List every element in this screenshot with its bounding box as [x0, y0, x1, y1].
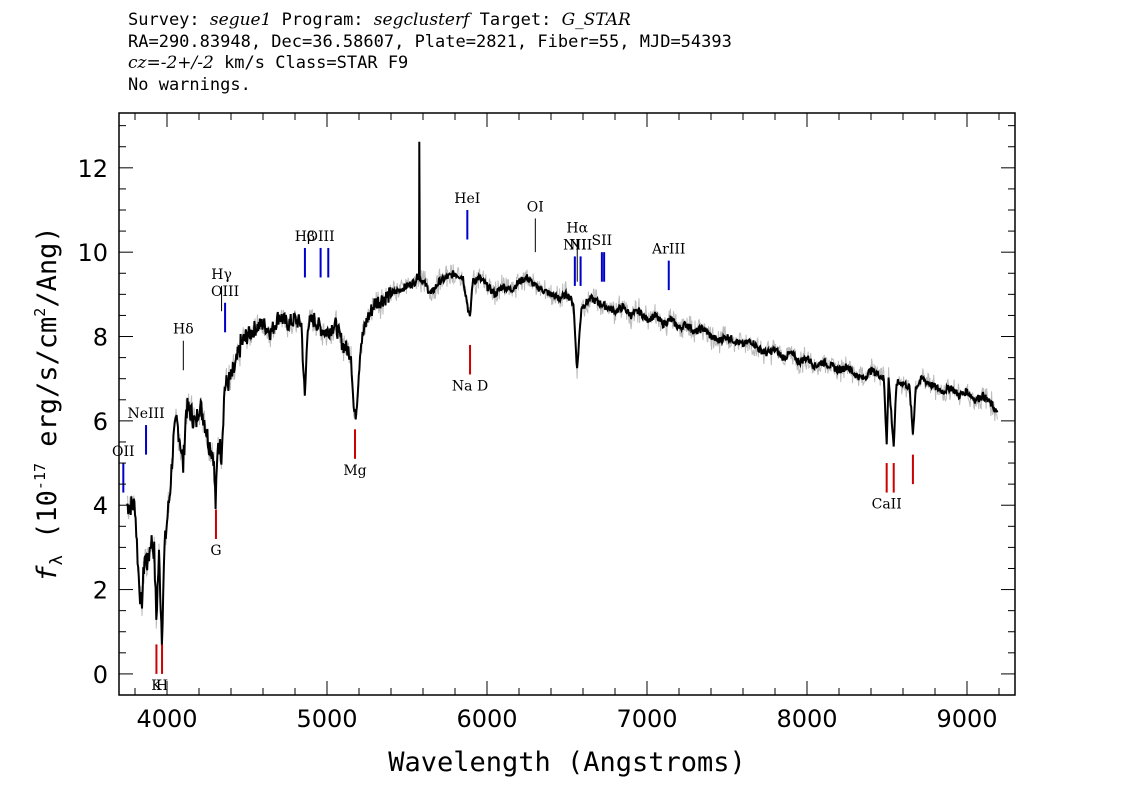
y-axis-unit-prefix: (10	[32, 490, 63, 555]
y-tick-label-0: 0	[93, 661, 108, 689]
warnings-line: No warnings.	[128, 74, 251, 95]
cz-label: cz=	[128, 53, 161, 73]
y-tick-label-4: 8	[93, 324, 108, 352]
y-tick-label-2: 4	[93, 492, 108, 520]
line-label-0: OII	[112, 444, 135, 460]
class-line: km/s Class=STAR F9	[213, 53, 409, 73]
line-label-13: SII	[592, 233, 613, 249]
plot-frame	[118, 112, 1016, 696]
y-tick-label-6: 12	[77, 155, 108, 183]
target-value: G_STAR	[561, 10, 631, 30]
program-label: Program:	[281, 10, 364, 30]
line-label-11: Hα	[566, 221, 588, 237]
line-label-4: OIII	[211, 284, 239, 300]
survey-value: segue1	[209, 10, 272, 30]
line-label-19: Mg	[343, 463, 366, 479]
cz-value: -2+/-2	[160, 53, 214, 73]
line-label-16: K	[151, 678, 162, 694]
y-axis-unit-middle: erg/s/cm	[32, 317, 63, 463]
flux-spectrum-line	[126, 141, 999, 646]
coordinates-line: RA=290.83948, Dec=36.58607, Plate=2821, …	[128, 31, 732, 52]
line-label-15: ArIII	[651, 242, 685, 258]
y-tick-label-1: 2	[93, 577, 108, 605]
program-value: segclusterf	[373, 10, 470, 30]
x-tick-label-5: 9000	[936, 705, 997, 733]
y-axis-unit-exponent: -17	[31, 463, 49, 490]
line-label-12: NII	[569, 237, 592, 253]
y-axis-unit-exponent-2: 2	[31, 308, 49, 317]
y-axis-unit-suffix: /Ang)	[32, 226, 63, 307]
error-spectrum-line	[126, 144, 998, 644]
x-tick-label-3: 7000	[616, 705, 677, 733]
x-tick-label-2: 6000	[456, 705, 517, 733]
x-axis-title: Wavelength (Angstroms)	[388, 747, 746, 778]
target-label: Target:	[479, 10, 552, 30]
line-label-1: NeIII	[127, 406, 164, 422]
spectrum-header: Survey: segue1 Program: segclusterf Targ…	[128, 10, 732, 96]
y-axis-flux-symbol: f	[32, 565, 63, 582]
y-tick-label-3: 6	[93, 408, 108, 436]
line-label-17: H	[156, 678, 168, 694]
x-tick-label-4: 8000	[776, 705, 837, 733]
x-tick-label-0: 4000	[136, 705, 197, 733]
line-label-20: Na D	[452, 378, 488, 394]
line-label-3: Hγ	[211, 267, 232, 283]
line-label-10: NII	[563, 237, 586, 253]
line-label-8: HeI	[454, 191, 480, 207]
survey-label: Survey:	[128, 10, 200, 30]
axis-ticks: 4000 5000 6000 7000 8000 9000 0 2 4 6 8 10 12	[77, 113, 1015, 733]
line-label-5: Hβ	[295, 229, 315, 245]
y-tick-label-5: 10	[77, 239, 108, 267]
line-label-6: OIII	[307, 229, 335, 245]
y-axis-flux-subscript: λ	[47, 555, 67, 565]
line-label-9: OI	[527, 199, 544, 215]
line-label-18: G	[210, 543, 221, 559]
line-label-2: Hδ	[173, 322, 194, 338]
line-label-21: CaII	[872, 497, 902, 513]
x-tick-label-1: 5000	[296, 705, 357, 733]
y-axis-title: fλ (10-17 erg/s/cm2/Ang)	[31, 226, 67, 581]
